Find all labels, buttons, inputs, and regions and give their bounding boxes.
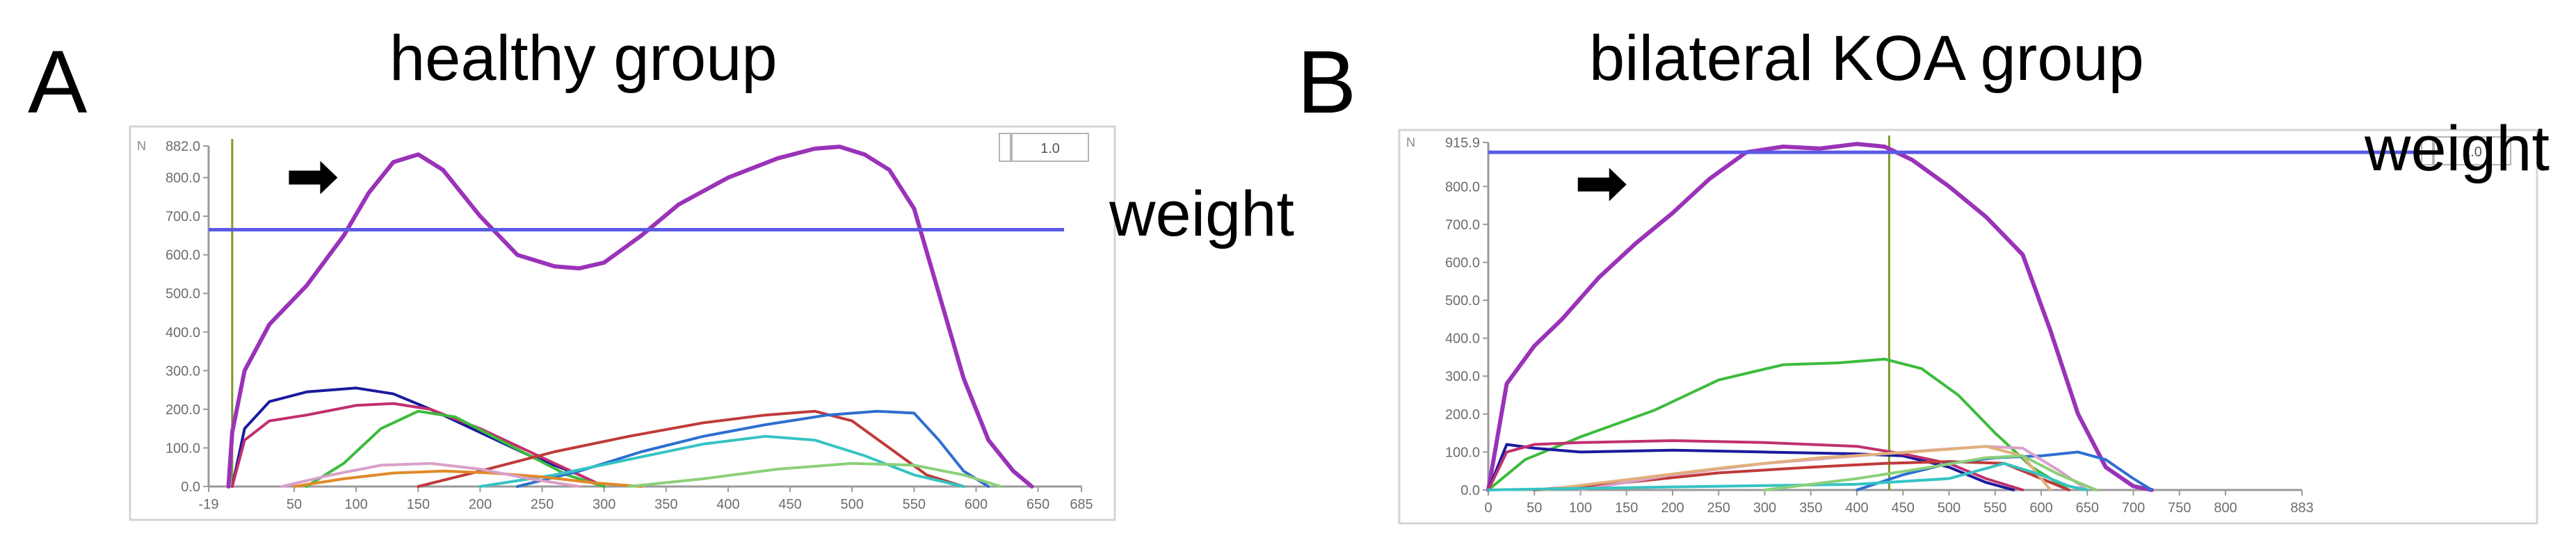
- x-tick-label: 650: [2076, 500, 2099, 516]
- y-tick-label: 200.0: [166, 402, 200, 418]
- x-tick-label: 50: [287, 497, 302, 512]
- y-tick-label: 800.0: [166, 171, 200, 186]
- x-tick-label: 350: [1799, 500, 1822, 516]
- zoom-value: 1.0: [2463, 145, 2482, 160]
- x-tick-label: 0: [1484, 500, 1492, 516]
- weight-label-b: weight: [2365, 113, 2550, 184]
- series-line: [230, 386, 606, 488]
- x-tick-label: 750: [2168, 500, 2191, 516]
- y-unit-label: N: [1406, 136, 1415, 149]
- y-tick-label: 300.0: [166, 363, 200, 379]
- x-tick-label: 800: [2214, 500, 2237, 516]
- series-line: [1533, 460, 2070, 491]
- y-tick-label: 600.0: [1445, 255, 1480, 270]
- zoom-input[interactable]: [1011, 133, 1089, 162]
- x-tick-label: -19: [199, 497, 219, 512]
- series-line-total-force: [1486, 142, 2154, 492]
- x-tick-label: 250: [531, 497, 554, 512]
- panel-title-b: bilateral KOA group: [1589, 23, 2144, 94]
- y-tick-label: 400.0: [166, 325, 200, 341]
- arrow-annotation-icon: [289, 161, 338, 195]
- zoom-value: 1.0: [1040, 141, 1060, 156]
- y-tick-label: 500.0: [166, 286, 200, 302]
- panel-label-a: A: [28, 33, 88, 132]
- y-tick-label: 700.0: [1445, 218, 1480, 233]
- x-tick-label: 600: [2029, 500, 2052, 516]
- zoom-stepper[interactable]: [999, 133, 1011, 162]
- series-line: [1487, 357, 2070, 491]
- x-tick-label: 500: [841, 497, 864, 512]
- x-tick-label: 300: [1753, 500, 1776, 516]
- arrow-shape: [1577, 167, 1627, 202]
- series-line: [478, 434, 965, 488]
- y-tick-label: 882.0: [166, 139, 200, 154]
- series-line: [293, 469, 643, 488]
- y-unit-label: N: [137, 139, 146, 153]
- arrow-shape: [289, 161, 338, 195]
- x-tick-label: 200: [1661, 500, 1684, 516]
- chart-b: N 0.0 100.0 200.0 300.0 400.0 500.0 600.0 700.0 8…: [1398, 129, 2538, 525]
- x-tick-label: 50: [1527, 500, 1542, 516]
- y-tick-label: 300.0: [1445, 369, 1480, 384]
- series-line: [280, 461, 581, 488]
- x-tick-label: 200: [469, 497, 492, 512]
- zoom-input[interactable]: [2433, 136, 2511, 165]
- series-line: [230, 402, 606, 488]
- series-line: [1855, 450, 2153, 491]
- x-tick-label: 550: [903, 497, 926, 512]
- series-line: [1542, 445, 2052, 491]
- chart-a: N 0.0 100.0 200.0 300.0 400.0 500.0 600.0 700.0 8…: [129, 125, 1116, 521]
- series-line: [1487, 461, 2089, 491]
- x-tick-label: 250: [1707, 500, 1730, 516]
- y-tick-label: 800.0: [1445, 179, 1480, 195]
- y-tick-label: 100.0: [1445, 445, 1480, 460]
- y-tick-label: 200.0: [1445, 407, 1480, 423]
- y-tick-label: 100.0: [166, 441, 200, 456]
- x-tick-label: 100: [344, 497, 367, 512]
- weight-label-a: weight: [1109, 179, 1294, 250]
- x-tick-label: 400: [716, 497, 739, 512]
- y-tick-label: 400.0: [1445, 332, 1480, 347]
- panel-title-a: healthy group: [389, 23, 778, 94]
- x-tick-label: 650: [1027, 497, 1049, 512]
- plot-frame: [1398, 129, 2538, 525]
- y-tick-label: 600.0: [166, 248, 200, 263]
- x-tick-label: 550: [1983, 500, 2006, 516]
- series-line: [417, 409, 965, 488]
- x-tick-label: 150: [1615, 500, 1638, 516]
- series-line: [627, 461, 1003, 488]
- x-tick-label: 300: [593, 497, 615, 512]
- y-tick-label: 500.0: [1445, 293, 1480, 309]
- zoom-stepper[interactable]: [2421, 136, 2433, 165]
- x-tick-label: 883: [2290, 500, 2313, 516]
- y-tick-label: 700.0: [166, 209, 200, 224]
- x-tick-label: 150: [407, 497, 430, 512]
- y-tick-label: 915.9: [1445, 136, 1480, 151]
- arrow-annotation-icon: [1577, 167, 1627, 202]
- y-tick-label: 0.0: [1460, 483, 1480, 498]
- x-tick-label: 450: [778, 497, 801, 512]
- x-tick-label: 500: [1938, 500, 1961, 516]
- x-tick-label: 100: [1569, 500, 1592, 516]
- x-tick-label: 700: [2122, 500, 2145, 516]
- series-line: [1763, 454, 2098, 491]
- series-line-total-force: [226, 145, 1034, 489]
- x-tick-label: 350: [654, 497, 677, 512]
- y-tick-label: 0.0: [181, 480, 200, 495]
- series-line: [1487, 439, 2024, 491]
- x-tick-label: 400: [1845, 500, 1868, 516]
- panel-label-b: B: [1297, 33, 1357, 132]
- series-line: [305, 409, 606, 488]
- series-line: [515, 409, 990, 488]
- x-tick-label: 450: [1892, 500, 1915, 516]
- x-tick-label: 685: [1070, 497, 1093, 512]
- x-tick-label: 600: [965, 497, 988, 512]
